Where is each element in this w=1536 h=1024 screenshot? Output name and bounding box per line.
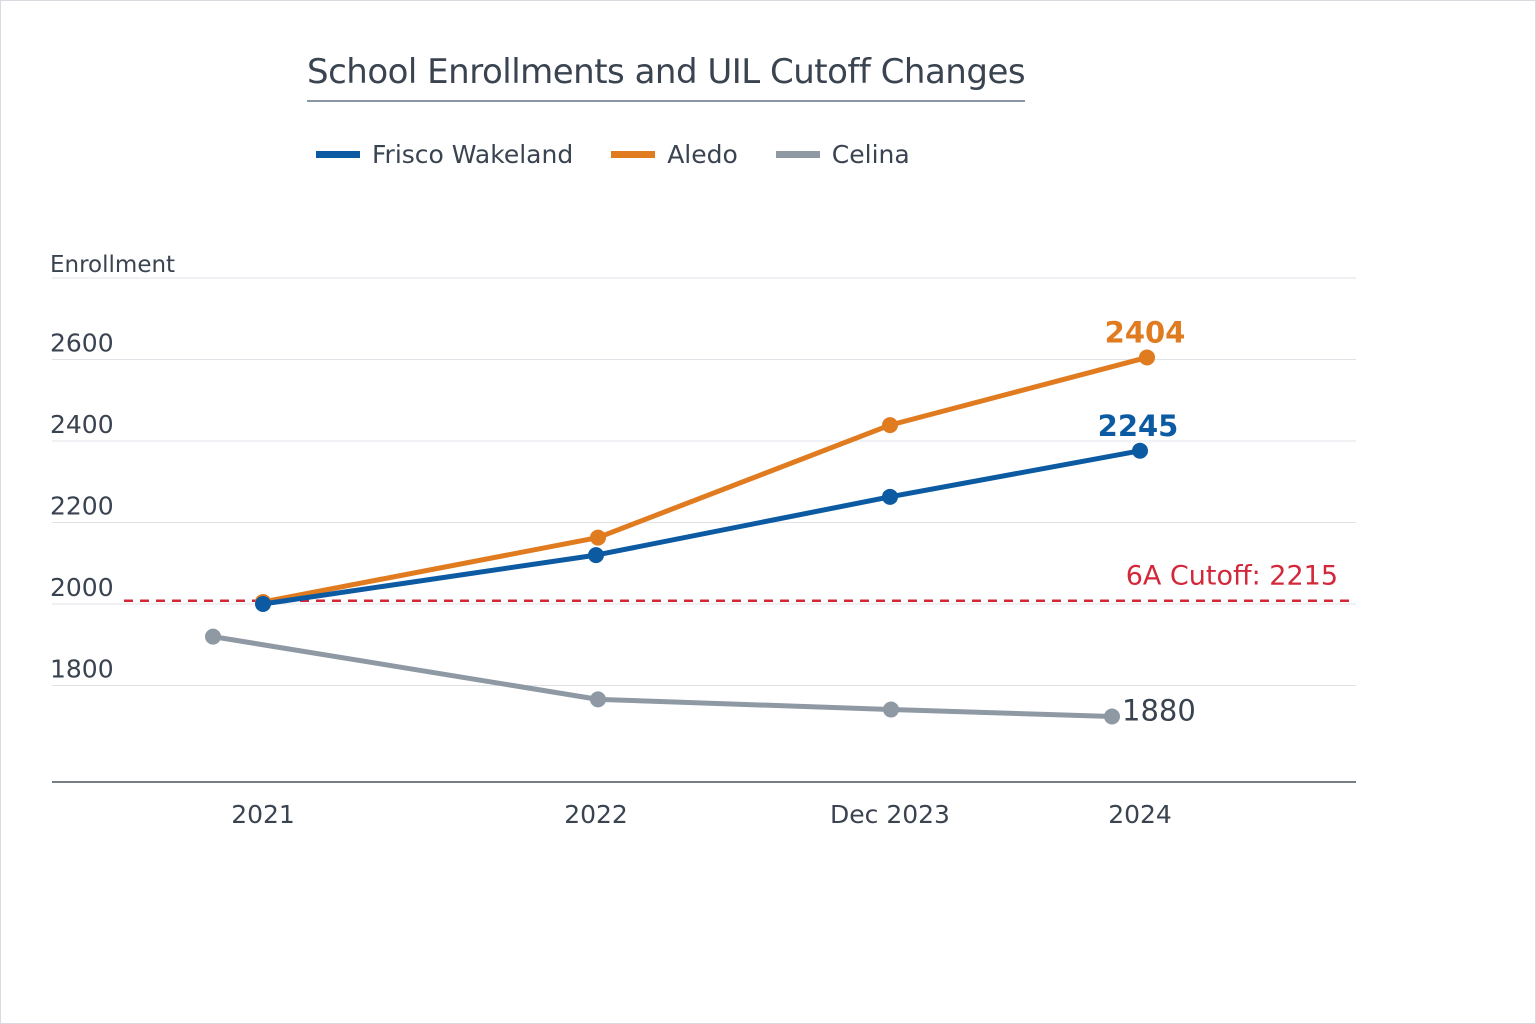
data-point bbox=[882, 417, 898, 434]
legend-item-frisco-wakeland: Frisco Wakeland bbox=[316, 140, 573, 169]
y-tick-label: 2200 bbox=[50, 492, 114, 521]
data-point bbox=[1139, 349, 1155, 366]
legend-item-celina: Celina bbox=[775, 140, 910, 169]
legend-label: Frisco Wakeland bbox=[372, 140, 574, 169]
legend-label: Aledo bbox=[667, 140, 738, 169]
series-line-celina bbox=[212, 634, 1113, 719]
y-tick-label: 2400 bbox=[50, 410, 114, 439]
data-point bbox=[590, 529, 606, 546]
data-point bbox=[883, 701, 899, 718]
data-point bbox=[255, 596, 271, 612]
chart-title: School Enrollments and UIL Cutoff Change… bbox=[307, 52, 1026, 102]
x-tick-label: 2024 bbox=[1108, 800, 1172, 829]
data-point bbox=[590, 691, 606, 708]
data-label: 1880 bbox=[1122, 693, 1196, 727]
data-label: 2404 bbox=[1105, 315, 1186, 349]
legend-swatch bbox=[611, 151, 656, 158]
x-tick-label: 2022 bbox=[564, 800, 628, 829]
data-point bbox=[1132, 442, 1148, 459]
legend: Frisco Wakeland Aledo Celina bbox=[316, 140, 948, 169]
y-tick-label: 2000 bbox=[50, 573, 114, 602]
y-axis-label: Enrollment bbox=[50, 252, 175, 278]
data-point bbox=[1104, 708, 1120, 725]
cutoff-label: 6A Cutoff: 2215 bbox=[1126, 561, 1338, 592]
y-tick-label: 2600 bbox=[50, 329, 114, 358]
y-tick-label: 1800 bbox=[50, 655, 114, 684]
data-label: 2245 bbox=[1098, 409, 1179, 443]
data-point bbox=[205, 628, 221, 645]
legend-item-aledo: Aledo bbox=[611, 140, 738, 169]
series-line-aledo bbox=[262, 355, 1148, 605]
data-point bbox=[882, 488, 898, 505]
legend-label: Celina bbox=[831, 140, 910, 169]
data-point bbox=[588, 547, 604, 564]
legend-swatch bbox=[775, 151, 820, 158]
x-tick-label: 2021 bbox=[231, 800, 295, 829]
legend-swatch bbox=[316, 151, 360, 158]
x-tick-label: Dec 2023 bbox=[830, 800, 950, 829]
series-line-frisco-wakeland bbox=[262, 448, 1141, 607]
